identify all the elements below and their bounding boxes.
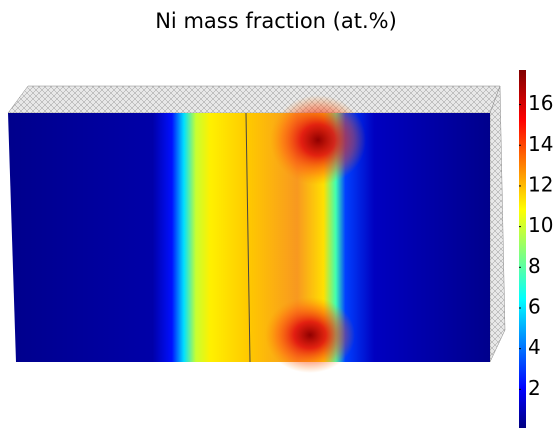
colorbar-tick-label: 12 <box>528 172 553 196</box>
colorbar-tick-label: 10 <box>528 213 553 237</box>
colorbar-tick-label: 8 <box>528 254 541 278</box>
colorbar-tick-label: 14 <box>528 132 553 156</box>
colorbar-scale <box>519 70 526 428</box>
colorbar-tick-label: 4 <box>528 335 541 359</box>
colorbar-tick-label: 16 <box>528 91 553 115</box>
chart-title: Ni mass fraction (at.%) <box>155 9 397 33</box>
colorbar-tick-label: 6 <box>528 294 541 318</box>
domain-block <box>7 85 506 373</box>
colorbar-tick-label: 2 <box>528 376 541 400</box>
